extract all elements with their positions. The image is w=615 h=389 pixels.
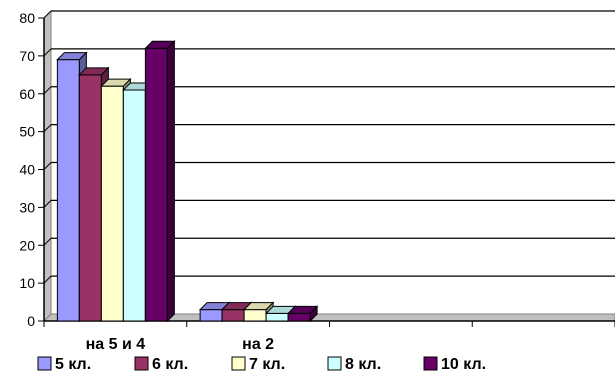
legend-swatch: [231, 356, 246, 371]
gridline-diagonal: [43, 86, 52, 95]
bar-front: [78, 74, 102, 322]
bar-front: [243, 309, 267, 322]
x-axis-labels: на 5 и 4 на 2: [86, 336, 275, 353]
bar-front: [100, 85, 124, 322]
legend-item: 5 кл.: [37, 356, 91, 373]
gridline-diagonal: [43, 237, 52, 246]
gridline-diagonal: [43, 10, 52, 19]
bar-side: [166, 40, 175, 323]
bars: [56, 40, 319, 323]
gridline-diagonal: [43, 124, 52, 132]
y-tick-label: 50: [19, 124, 35, 140]
bar-front: [144, 47, 168, 322]
gridline-diagonal: [43, 48, 52, 57]
legend-swatch: [327, 356, 342, 371]
legend-label: 5 кл.: [55, 356, 91, 373]
y-tick-label: 30: [19, 199, 35, 215]
legend-swatch: [134, 356, 149, 371]
y-axis-ticks: 0 10 20 30 40 50 60 70 80: [19, 10, 44, 329]
bar-front: [122, 89, 146, 322]
y-tick-label: 80: [19, 10, 35, 26]
y-tick-label: 60: [19, 86, 35, 102]
gridline-diagonal: [43, 200, 52, 208]
legend-label: 8 кл.: [345, 356, 381, 373]
bar-front: [265, 312, 289, 322]
x-category-label: на 5 и 4: [86, 336, 146, 353]
legend-label: 6 кл.: [152, 356, 188, 373]
y-tick-label: 10: [19, 275, 35, 291]
legend-item: 10 кл.: [423, 356, 486, 373]
y-tick-label: 20: [19, 237, 35, 253]
y-tick-label: 40: [19, 162, 35, 178]
bar: [286, 305, 319, 323]
bar-front: [199, 309, 223, 322]
bar-front: [287, 312, 311, 322]
bar: [144, 40, 176, 323]
y-tick-label: 0: [27, 313, 35, 329]
legend-swatch: [423, 356, 438, 371]
gridline-diagonal: [43, 275, 52, 284]
bar-front: [56, 59, 80, 322]
y-tick-label: 70: [19, 48, 35, 64]
legend-label: 10 кл.: [441, 356, 486, 373]
legend: 5 кл. 6 кл. 7 кл. 8 кл. 10 кл.: [37, 356, 486, 373]
legend-swatch: [37, 356, 52, 371]
legend-item: 7 кл.: [231, 356, 285, 373]
legend-item: 8 кл.: [327, 356, 381, 373]
legend-item: 6 кл.: [134, 356, 188, 373]
gridline-diagonal: [43, 162, 52, 170]
bar-front: [221, 309, 245, 322]
x-category-label: на 2: [242, 336, 274, 353]
bar-side: [309, 305, 318, 323]
legend-label: 7 кл.: [249, 356, 285, 373]
